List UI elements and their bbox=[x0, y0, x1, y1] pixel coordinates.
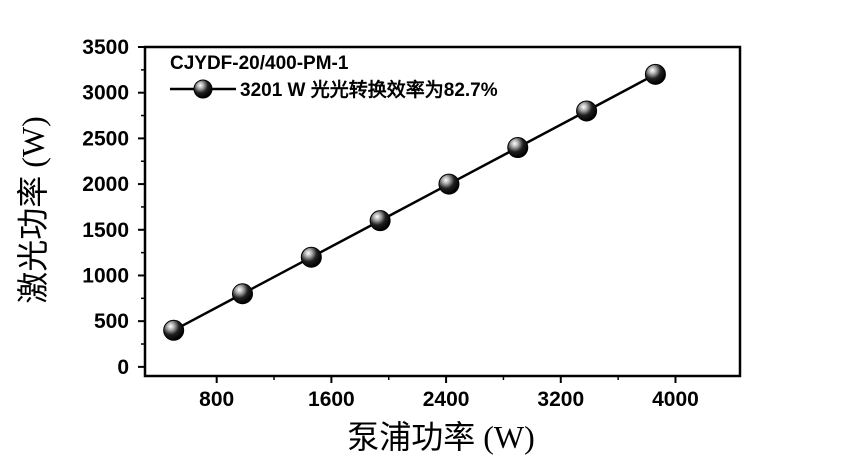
data-point bbox=[507, 137, 529, 159]
x-tick-label: 4000 bbox=[652, 388, 699, 411]
y-tick-label: 500 bbox=[94, 310, 129, 333]
y-axis-label: 激光功率 (W) bbox=[15, 116, 51, 304]
y-axis-ticks: 0 500 1000 1500 2000 2500 3000 3500 bbox=[82, 36, 145, 379]
y-tick-label: 2000 bbox=[82, 173, 129, 196]
x-axis-ticks: 800 1600 2400 3200 4000 bbox=[199, 376, 699, 411]
data-point bbox=[231, 283, 253, 305]
legend: CJYDF-20/400-PM-1 3201 W 光光转换效率为82.7% bbox=[170, 53, 498, 101]
data-point bbox=[438, 173, 460, 195]
data-point bbox=[369, 210, 391, 232]
x-tick-label: 3200 bbox=[537, 388, 584, 411]
plot-frame-group bbox=[143, 45, 742, 378]
y-tick-label: 3500 bbox=[82, 36, 129, 59]
x-tick-label: 1600 bbox=[308, 388, 355, 411]
y-tick-label: 2500 bbox=[82, 127, 129, 150]
legend-label: 3201 W 光光转换效率为82.7% bbox=[240, 78, 498, 101]
plot-frame bbox=[143, 45, 742, 378]
data-point bbox=[576, 100, 598, 122]
data-point bbox=[300, 246, 322, 268]
x-axis-label: 泵浦功率 (W) bbox=[347, 419, 535, 455]
chart-title: CJYDF-20/400-PM-1 bbox=[170, 53, 349, 74]
y-tick-label: 1000 bbox=[82, 264, 129, 287]
series-line bbox=[173, 73, 656, 332]
legend-marker bbox=[193, 79, 213, 99]
y-tick-label: 3000 bbox=[82, 82, 129, 105]
x-tick-label: 2400 bbox=[423, 388, 470, 411]
series-group bbox=[163, 63, 666, 341]
x-tick-label: 800 bbox=[199, 388, 234, 411]
y-tick-label: 1500 bbox=[82, 219, 129, 242]
y-tick-label: 0 bbox=[117, 356, 129, 379]
data-point bbox=[163, 319, 185, 341]
data-point bbox=[644, 63, 666, 85]
